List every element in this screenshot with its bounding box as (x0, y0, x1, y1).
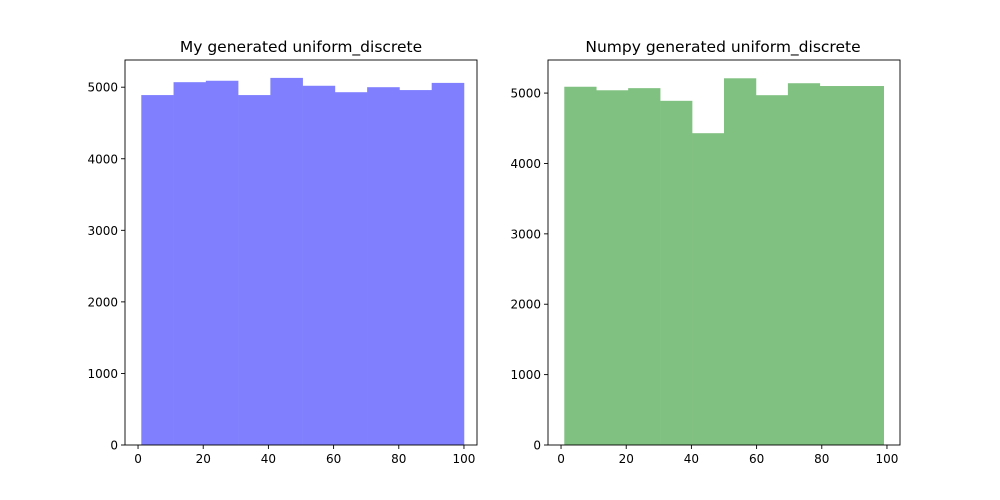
right-histogram-bar (628, 88, 661, 446)
left-y-tick-label: 2000 (87, 295, 118, 309)
right-histogram-bar (755, 95, 789, 445)
right-x-tick-label: 0 (557, 452, 565, 466)
right-axes-frame (547, 59, 901, 446)
left-histogram-bar (141, 95, 174, 445)
left-histogram-bar (238, 95, 271, 445)
right-histogram-bar (692, 133, 725, 445)
right-y-tick-label: 5000 (510, 87, 541, 101)
left-histogram-bar (431, 82, 465, 446)
right-x-tick-label: 40 (684, 452, 699, 466)
left-histogram-bar (334, 92, 368, 445)
left-y-tick-label: 3000 (87, 224, 118, 238)
right-histogram-bar (660, 100, 693, 445)
left-x-tick-label: 20 (196, 452, 211, 466)
left-histogram-bar (399, 90, 432, 445)
left-histogram-bar (270, 77, 303, 445)
left-y-tick-label: 4000 (87, 152, 118, 166)
right-histogram-panel: Numpy generated uniform_discrete 0 20 40 60… (510, 38, 901, 466)
right-y-tick-label: 4000 (510, 157, 541, 171)
left-histogram-panel: My generated uniform_discrete 0 20 40 60 80 1… (87, 38, 478, 466)
left-histogram-bar (173, 82, 207, 446)
right-chart-title: Numpy generated uniform_discrete (585, 38, 860, 57)
left-x-tick-label: 80 (391, 452, 406, 466)
right-histogram-bar (787, 83, 821, 445)
left-axes-frame (124, 59, 478, 446)
right-histogram-bar (819, 86, 853, 445)
left-histogram-bar (302, 85, 336, 445)
right-y-tick-label: 0 (533, 439, 541, 453)
left-x-tick-label: 60 (326, 452, 341, 466)
right-x-tick-label: 100 (876, 452, 899, 466)
left-histogram-bar (367, 87, 400, 445)
right-histogram-bar (724, 78, 757, 446)
left-x-tick-label: 0 (134, 452, 142, 466)
left-chart-title: My generated uniform_discrete (180, 38, 422, 57)
right-x-tick-label: 60 (749, 452, 764, 466)
left-x-tick-label: 40 (261, 452, 276, 466)
left-y-tick-label: 5000 (87, 81, 118, 95)
right-histogram-bar (851, 86, 884, 445)
left-y-tick-label: 0 (110, 439, 118, 453)
right-x-tick-label: 80 (814, 452, 829, 466)
left-y-tick-label: 1000 (87, 367, 118, 381)
right-histogram-bar (596, 90, 629, 446)
right-y-tick-label: 1000 (510, 368, 541, 382)
right-histogram-bar (564, 86, 597, 445)
right-x-tick-label: 20 (619, 452, 634, 466)
left-x-tick-label: 100 (453, 452, 476, 466)
right-y-tick-label: 3000 (510, 227, 541, 241)
left-histogram-bar (205, 80, 239, 445)
right-y-tick-label: 2000 (510, 298, 541, 312)
